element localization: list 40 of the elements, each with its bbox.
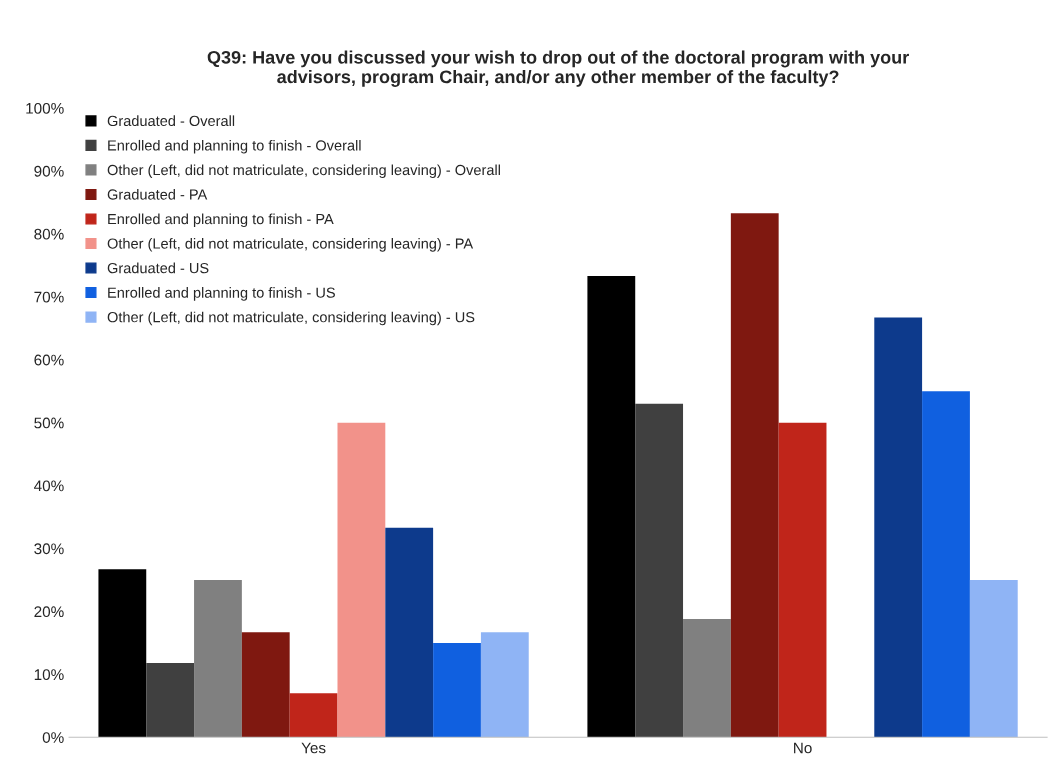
y-tick-label: 40% (34, 480, 64, 492)
bar (730, 213, 779, 738)
x-tick-label: Yes (301, 742, 326, 754)
legend-label: Graduated - US (107, 262, 209, 274)
bar (922, 391, 970, 738)
legend-label: Other (Left, did not matriculate, considering leaving) - US (107, 311, 475, 326)
bar (146, 663, 195, 738)
y-tick-label: 100% (26, 102, 64, 114)
y-tick-label: 10% (34, 669, 64, 681)
bar (337, 422, 386, 738)
bar (241, 632, 290, 738)
legend-label: Graduated - Overall (107, 115, 235, 127)
y-tick-label: 50% (34, 417, 64, 429)
x-tick-label: No (794, 742, 812, 754)
y-tick-label: 80% (34, 228, 64, 240)
bar (194, 579, 242, 738)
bar (683, 618, 731, 738)
bar (969, 579, 1018, 738)
legend-label: Enrolled and planning to finish - PA (108, 213, 334, 228)
bar (480, 632, 529, 738)
legend-label: Graduated - PA (107, 188, 208, 200)
y-tick-label: 0% (42, 732, 64, 743)
y-tick-label: 30% (34, 543, 64, 555)
y-tick-label: 90% (34, 165, 64, 177)
bar (98, 569, 147, 738)
y-tick-label: 60% (34, 354, 64, 366)
bar (385, 527, 434, 738)
legend-label: Other (Left, did not matriculate, considering leaving) - PA (107, 238, 474, 252)
bar (778, 422, 827, 738)
legend-label: Other (Left, did not matriculate, considering leaving) - Overall (107, 164, 500, 179)
bar (289, 693, 338, 738)
legend-label: Enrolled and planning to finish - Overall (108, 139, 361, 154)
legend-label: Enrolled and planning to finish - US (108, 287, 335, 301)
bar (635, 403, 684, 738)
bar (433, 642, 481, 738)
bar (874, 317, 923, 738)
y-tick-label: 20% (34, 606, 64, 618)
bar (587, 276, 636, 738)
chart-title: Q39: Have you discussed your wish to drop out of the doctoral program with your advisors, program Chair, and/or any other member of the faculty? (207, 50, 909, 87)
y-tick-label: 70% (34, 291, 64, 303)
